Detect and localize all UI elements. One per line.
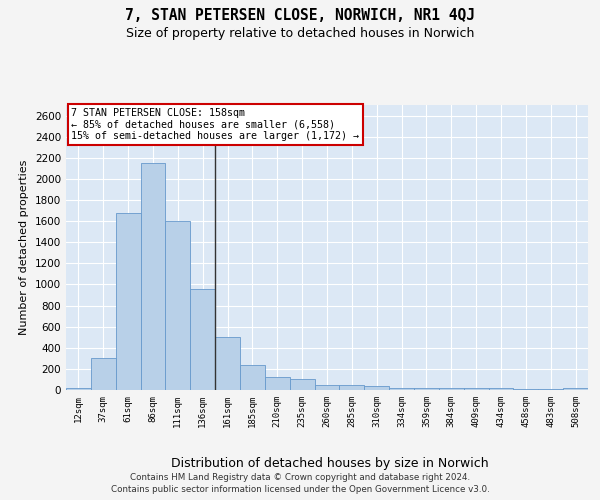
Text: Size of property relative to detached houses in Norwich: Size of property relative to detached ho… (126, 28, 474, 40)
Bar (190, 288, 215, 390)
Bar (464, 388, 488, 390)
Bar (215, 336, 240, 390)
Bar (166, 221, 190, 390)
Text: Contains HM Land Registry data © Crown copyright and database right 2024.: Contains HM Land Registry data © Crown c… (130, 472, 470, 482)
Y-axis label: Number of detached properties: Number of detached properties (19, 160, 29, 335)
Text: 7 STAN PETERSEN CLOSE: 158sqm
← 85% of detached houses are smaller (6,558)
15% o: 7 STAN PETERSEN CLOSE: 158sqm ← 85% of d… (71, 108, 359, 141)
Bar (140, 163, 166, 390)
Bar (116, 213, 140, 390)
Text: 7, STAN PETERSEN CLOSE, NORWICH, NR1 4QJ: 7, STAN PETERSEN CLOSE, NORWICH, NR1 4QJ (125, 8, 475, 22)
Text: Distribution of detached houses by size in Norwich: Distribution of detached houses by size … (171, 458, 489, 470)
Bar (439, 388, 464, 390)
Bar (340, 384, 364, 390)
Bar (314, 384, 340, 390)
Bar (265, 378, 290, 390)
Bar (563, 388, 588, 390)
Bar (290, 380, 314, 390)
Bar (414, 388, 439, 390)
Bar (488, 388, 514, 390)
Bar (364, 386, 389, 390)
Bar (66, 388, 91, 390)
Bar (389, 388, 414, 390)
Bar (240, 365, 265, 390)
Text: Contains public sector information licensed under the Open Government Licence v3: Contains public sector information licen… (110, 485, 490, 494)
Bar (91, 358, 116, 390)
